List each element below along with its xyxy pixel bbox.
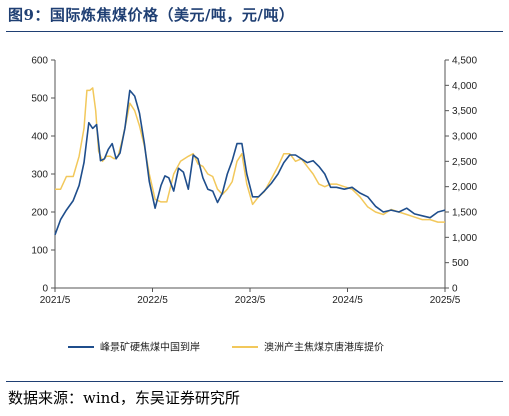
- y-right-tick-label: 4,000: [452, 81, 477, 92]
- y-right-tick-label: 0: [452, 284, 458, 295]
- y-left-tick-label: 200: [31, 208, 48, 219]
- x-tick-label: 2021/5: [40, 295, 71, 306]
- chart-lines: [54, 87, 446, 236]
- y-left-tick-label: 0: [42, 284, 48, 295]
- y-right-tick-label: 3,000: [452, 132, 477, 143]
- chart-axes: 0 100 200 300 400 500 600 0 500 1,000 1,500 2,000 2,…: [31, 56, 477, 307]
- y-left-tick-label: 300: [31, 170, 48, 181]
- price-chart: 0 100 200 300 400 500 600 0 500 1,000 1,500 2,000 2,…: [31, 56, 477, 354]
- y-left-tick-label: 400: [31, 132, 48, 143]
- x-tick-label: 2025/5: [430, 295, 461, 306]
- y-left-tick-label: 600: [31, 56, 48, 67]
- data-source: 数据来源：wind，东吴证券研究所: [8, 389, 240, 407]
- y-left-tick-label: 500: [31, 94, 48, 105]
- top-rule: [6, 31, 503, 32]
- chart-legend: 峰景矿硬焦煤中国到岸 澳洲产主焦煤京唐港库提价: [68, 341, 384, 354]
- y-right-tick-label: 2,500: [452, 157, 477, 168]
- legend-item-jingtang-port-label: 澳洲产主焦煤京唐港库提价: [264, 341, 384, 354]
- x-tick-label: 2024/5: [332, 295, 363, 306]
- y-right-tick-label: 3,500: [452, 106, 477, 117]
- y-left-tick-label: 100: [31, 246, 48, 257]
- x-tick-label: 2023/5: [235, 295, 266, 306]
- figure-title: 图9：国际炼焦煤价格（美元/吨，元/吨）: [8, 6, 295, 24]
- x-tick-label: 2022/5: [137, 295, 168, 306]
- y-right-tick-label: 1,500: [452, 208, 477, 219]
- bottom-rule: [6, 381, 503, 382]
- y-right-tick-label: 2,000: [452, 182, 477, 193]
- series-line-jingtang-port: [55, 87, 445, 223]
- legend-item-peak-downs-label: 峰景矿硬焦煤中国到岸: [100, 341, 200, 354]
- y-right-tick-label: 4,500: [452, 56, 477, 67]
- y-right-tick-label: 500: [452, 258, 469, 269]
- y-right-tick-label: 1,000: [452, 233, 477, 244]
- series-line-peak-downs: [54, 89, 446, 236]
